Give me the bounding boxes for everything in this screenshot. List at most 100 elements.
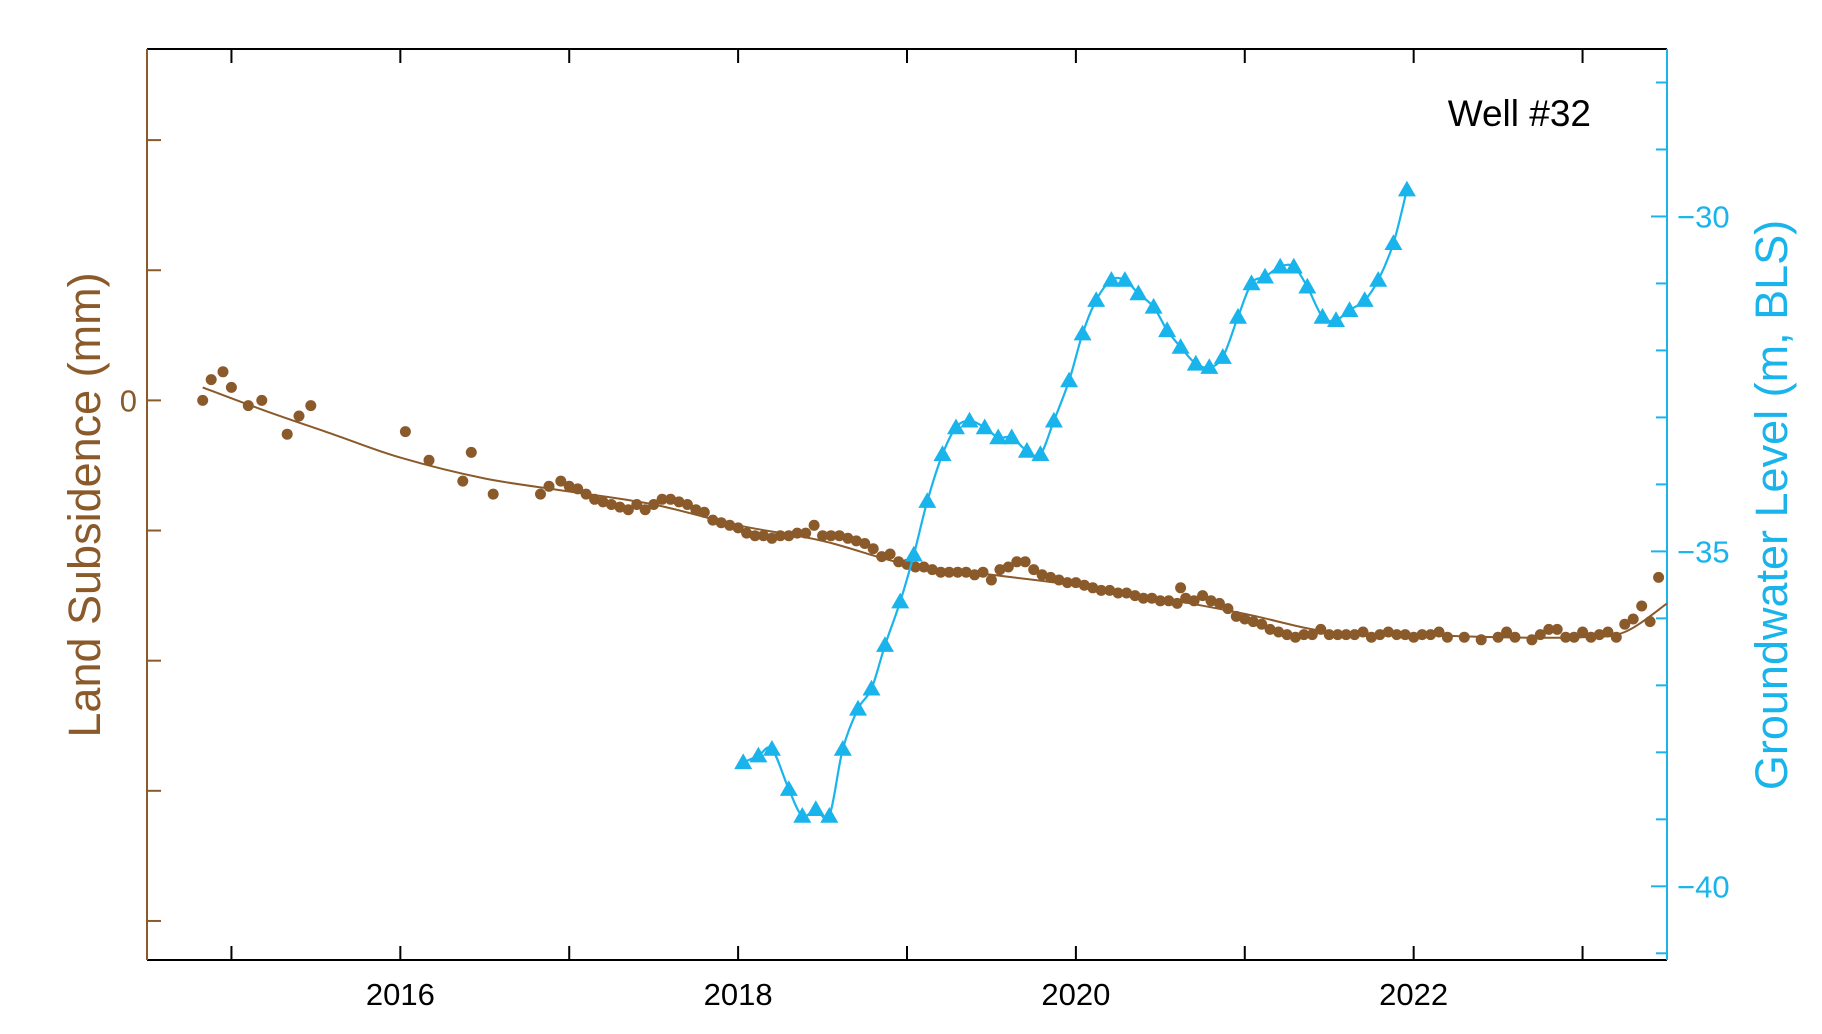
subsidence-point	[197, 394, 209, 406]
subsidence-point	[1458, 631, 1470, 643]
subsidence-point	[707, 514, 719, 526]
subsidence-point	[1391, 629, 1403, 641]
subsidence-point	[1551, 623, 1563, 635]
subsidence-point	[1433, 626, 1445, 638]
groundwater-point	[1186, 354, 1205, 371]
subsidence-point	[555, 475, 567, 487]
x-tick-label: 2018	[704, 977, 773, 1012]
subsidence-point	[1627, 613, 1639, 625]
groundwater-point	[1284, 257, 1303, 274]
subsidence-point	[399, 426, 411, 438]
subsidence-point	[1306, 629, 1318, 641]
subsidence-point	[1332, 629, 1344, 641]
groundwater-point	[762, 740, 781, 756]
groundwater-point	[1397, 180, 1416, 197]
subsidence-point	[977, 566, 989, 578]
groundwater-point	[1355, 291, 1374, 307]
subsidence-point	[833, 530, 845, 542]
subsidence-point	[1112, 587, 1124, 599]
subsidence-point	[1349, 629, 1361, 641]
subsidence-point	[960, 566, 972, 578]
groundwater-point	[1171, 338, 1190, 354]
subsidence-point	[1002, 561, 1014, 573]
subsidence-point	[1416, 629, 1428, 641]
subsidence-point	[1281, 629, 1293, 641]
groundwater-point	[1144, 297, 1163, 314]
subsidence-point	[465, 446, 477, 458]
subsidence-point	[935, 566, 947, 578]
groundwater-point	[1115, 271, 1134, 287]
subsidence-point	[690, 504, 702, 516]
groundwater-point	[1129, 284, 1148, 301]
subsidence-point	[1180, 592, 1192, 604]
right-tick-label: −30	[1677, 199, 1730, 234]
subsidence-point	[589, 493, 601, 505]
left-axis-label: Land Subsidence (mm)	[59, 272, 110, 737]
subsidence-point	[994, 564, 1006, 576]
subsidence-point	[783, 530, 795, 542]
subsidence-point	[1256, 618, 1268, 630]
subsidence-point	[1501, 626, 1513, 638]
subsidence-point	[1247, 616, 1259, 628]
subsidence-point	[1019, 556, 1031, 568]
subsidence-point	[1104, 584, 1116, 596]
subsidence-point	[1585, 631, 1597, 643]
groundwater-point	[1271, 257, 1290, 274]
groundwater-point	[1340, 301, 1359, 317]
subsidence-point	[1146, 592, 1158, 604]
subsidence-point	[766, 532, 778, 544]
subsidence-point	[757, 530, 769, 542]
subsidence-point	[1070, 577, 1082, 589]
groundwater-point	[806, 800, 825, 816]
groundwater-point	[1158, 321, 1177, 338]
groundwater-point	[779, 780, 798, 796]
subsidence-point	[808, 519, 820, 531]
subsidence-point	[1560, 631, 1572, 643]
subsidence-point	[631, 499, 643, 510]
subsidence-point	[884, 548, 896, 560]
subsidence-point	[1636, 600, 1648, 612]
subsidence-point	[909, 561, 921, 573]
subsidence-point	[1408, 631, 1420, 643]
subsidence-point	[943, 566, 955, 578]
subsidence-point	[580, 488, 592, 500]
groundwater-point	[820, 807, 839, 823]
subsidence-point	[1399, 629, 1411, 641]
subsidence-point	[1045, 571, 1057, 583]
subsidence-point	[741, 527, 753, 539]
groundwater-point	[1313, 307, 1332, 324]
subsidence-point	[842, 532, 854, 544]
subsidence-point	[225, 381, 237, 393]
subsidence-point	[597, 496, 609, 508]
well-annotation: Well #32	[1448, 93, 1591, 134]
subsidence-point	[1298, 629, 1310, 641]
subsidence-point	[1061, 577, 1073, 589]
subsidence-point	[926, 564, 938, 576]
groundwater-point	[918, 492, 937, 508]
subsidence-point	[876, 551, 888, 563]
subsidence-point	[1137, 592, 1149, 604]
groundwater-point	[1002, 428, 1021, 445]
subsidence-point	[1577, 626, 1589, 638]
groundwater-point	[862, 679, 881, 696]
subsidence-point	[1230, 610, 1242, 622]
subsidence-point	[217, 366, 229, 378]
subsidence-point	[1163, 595, 1175, 607]
subsidence-point	[281, 428, 293, 440]
groundwater-point	[849, 699, 867, 716]
subsidence-point	[859, 538, 871, 549]
subsidence-point	[543, 480, 555, 492]
subsidence-point	[256, 394, 268, 406]
groundwater-point	[1102, 271, 1121, 287]
groundwater-point	[876, 636, 894, 652]
subsidence-point	[457, 475, 469, 487]
groundwater-point	[1087, 291, 1106, 307]
subsidence-point	[622, 504, 634, 516]
subsidence-point	[1154, 595, 1166, 607]
left-tick-label: 0	[120, 383, 137, 418]
subsidence-point	[749, 530, 761, 542]
subsidence-point	[1357, 626, 1369, 638]
groundwater-point	[1017, 441, 1036, 458]
groundwater-point	[1073, 324, 1092, 341]
